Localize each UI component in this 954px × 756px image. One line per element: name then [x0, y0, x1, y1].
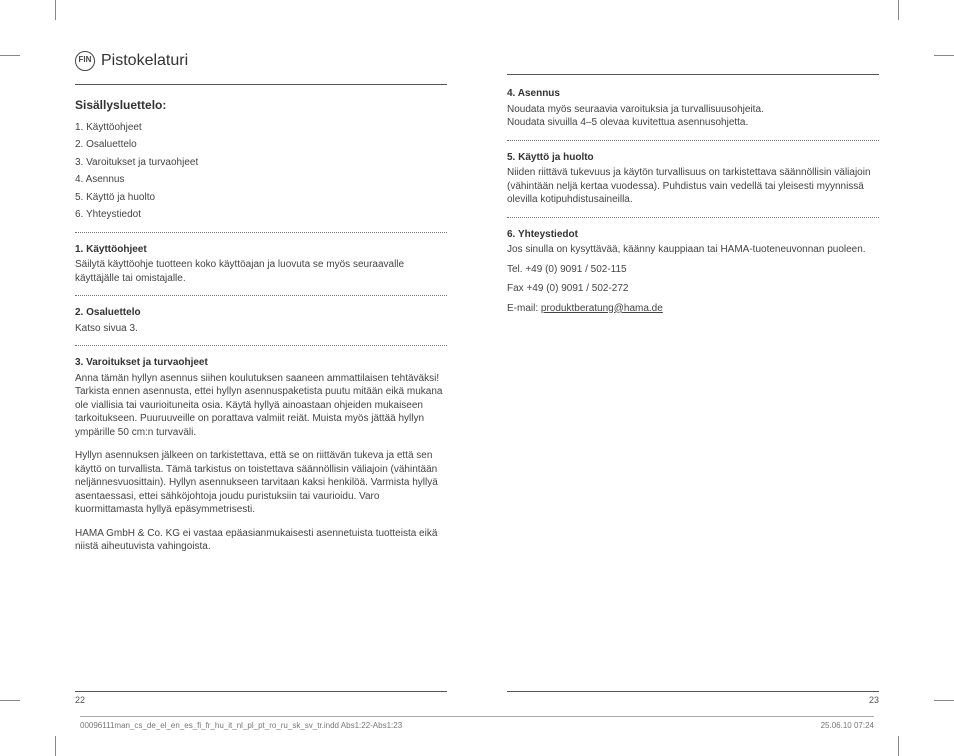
section-1-title: 1. Käyttöohjeet	[75, 243, 447, 257]
footer: 00096111man_cs_de_el_en_es_fi_fr_hu_it_n…	[80, 716, 874, 730]
contact-fax: Fax +49 (0) 9091 / 502-272	[507, 282, 879, 296]
left-page: FIN Pistokelaturi Sisällysluettelo: 1. K…	[75, 50, 447, 706]
page-rule	[75, 691, 447, 692]
toc-item: 5. Käyttö ja huolto	[75, 191, 447, 205]
toc-item: 3. Varoitukset ja turvaohjeet	[75, 156, 447, 170]
email-label: E-mail:	[507, 303, 541, 314]
section-3-p1: Anna tämän hyllyn asennus siihen koulutu…	[75, 372, 447, 440]
section-5-body: Niiden riittävä tukevuus ja käytön turva…	[507, 166, 879, 207]
toc-item: 6. Yhteystiedot	[75, 208, 447, 222]
page-rule	[507, 691, 879, 692]
toc-item: 4. Asennus	[75, 173, 447, 187]
lang-code-icon: FIN	[75, 51, 95, 71]
crop-mark	[55, 736, 56, 756]
section-3-p2: Hyllyn asennuksen jälkeen on tarkistetta…	[75, 449, 447, 517]
section-2-title: 2. Osaluettelo	[75, 306, 447, 320]
crop-mark	[898, 736, 899, 756]
dotted-divider	[75, 295, 447, 296]
contact-email: E-mail: produktberatung@hama.de	[507, 302, 879, 316]
section-6-title: 6. Yhteystiedot	[507, 228, 879, 242]
email-address: produktberatung@hama.de	[541, 303, 663, 314]
section-5-title: 5. Käyttö ja huolto	[507, 151, 879, 165]
dotted-divider	[75, 232, 447, 233]
crop-mark	[898, 0, 899, 20]
toc-item: 1. Käyttöohjeet	[75, 121, 447, 135]
toc-heading: Sisällysluettelo:	[75, 97, 447, 113]
page-number-left: 22	[75, 694, 85, 706]
dotted-divider	[507, 217, 879, 218]
footer-date: 25.06.10 07:24	[821, 721, 874, 730]
page-number-right: 23	[869, 694, 879, 706]
section-3-title: 3. Varoitukset ja turvaohjeet	[75, 356, 447, 370]
crop-mark	[934, 55, 954, 56]
toc-item: 2. Osaluettelo	[75, 138, 447, 152]
crop-mark	[0, 700, 20, 701]
dotted-divider	[507, 140, 879, 141]
right-page: 4. Asennus Noudata myös seuraavia varoit…	[507, 50, 879, 706]
toc-list: 1. Käyttöohjeet 2. Osaluettelo 3. Varoit…	[75, 121, 447, 222]
section-1-body: Säilytä käyttöohje tuotteen koko käyttöa…	[75, 258, 447, 285]
section-2-body: Katso sivua 3.	[75, 322, 447, 336]
section-3-p3: HAMA GmbH & Co. KG ei vastaa epäasianmuk…	[75, 527, 447, 554]
dotted-divider	[75, 345, 447, 346]
language-badge: FIN Pistokelaturi	[75, 50, 188, 72]
page-spread: FIN Pistokelaturi Sisällysluettelo: 1. K…	[75, 50, 879, 706]
title-rule	[75, 84, 447, 85]
section-6-intro: Jos sinulla on kysyttävää, käänny kauppi…	[507, 243, 879, 257]
footer-filename: 00096111man_cs_de_el_en_es_fi_fr_hu_it_n…	[80, 721, 402, 730]
crop-mark	[934, 700, 954, 701]
section-4-line2: Noudata sivuilla 4–5 olevaa kuvitettua a…	[507, 116, 879, 130]
crop-mark	[55, 0, 56, 20]
section-4-line1: Noudata myös seuraavia varoituksia ja tu…	[507, 103, 879, 117]
title-rule	[507, 74, 879, 75]
section-4-title: 4. Asennus	[507, 87, 879, 101]
lang-title: Pistokelaturi	[101, 50, 188, 72]
contact-tel: Tel. +49 (0) 9091 / 502-115	[507, 263, 879, 277]
crop-mark	[0, 55, 20, 56]
